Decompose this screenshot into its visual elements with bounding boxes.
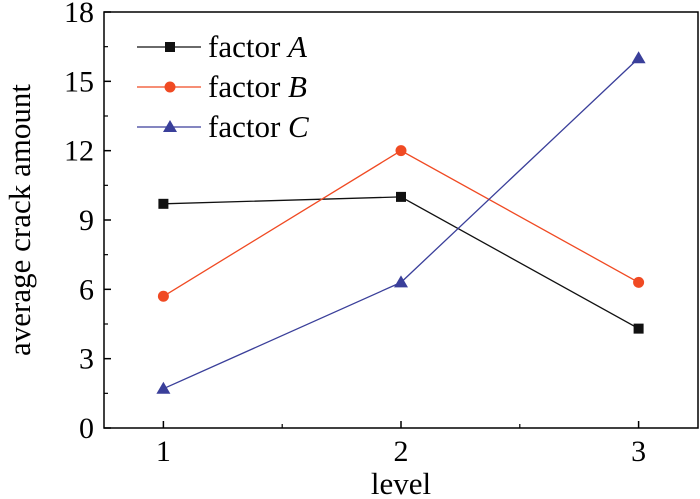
y-tick-label: 15 (64, 65, 94, 98)
y-tick-label: 12 (64, 135, 94, 168)
y-tick-label: 9 (79, 204, 94, 237)
series-line (163, 57, 640, 390)
triangle-marker (631, 51, 646, 64)
square-marker (165, 42, 175, 52)
legend-label-prefix: factor (208, 69, 288, 104)
x-tick-label: 2 (394, 435, 409, 468)
legend-label-variable: C (288, 109, 309, 144)
legend-entry: factor B (137, 69, 307, 104)
square-marker (158, 198, 169, 209)
y-tick-label: 6 (79, 273, 94, 306)
y-axis-label: average crack amount (2, 84, 37, 356)
legend-label-variable: B (288, 69, 307, 104)
circle-marker (633, 276, 645, 288)
series-C (156, 51, 646, 394)
plot-frame (103, 11, 699, 429)
square-marker (396, 191, 406, 202)
legend-label-variable: A (286, 29, 308, 64)
x-axis-label: level (371, 466, 431, 499)
legend-label: factor C (208, 109, 309, 144)
legend-label-prefix: factor (208, 109, 288, 144)
triangle-marker (156, 381, 171, 394)
series-A (158, 191, 644, 334)
y-tick-label: 3 (79, 343, 94, 376)
triangle-marker (163, 120, 177, 132)
circle-marker (157, 290, 169, 302)
series-B (157, 145, 645, 302)
series-line (163, 196, 639, 330)
x-tick-label: 1 (156, 435, 171, 468)
series-line (163, 149, 639, 297)
y-tick-label: 18 (64, 0, 94, 29)
y-tick-label: 0 (79, 412, 94, 445)
triangle-marker (394, 275, 408, 288)
legend-entry: factor C (137, 109, 309, 144)
x-tick-label: 3 (631, 435, 646, 468)
circle-marker (395, 145, 407, 157)
legend-label: factor A (208, 29, 308, 64)
legend-label: factor B (208, 69, 307, 104)
legend-label-prefix: factor (208, 29, 288, 64)
circle-marker (164, 81, 176, 93)
legend-entry: factor A (137, 29, 308, 64)
square-marker (633, 323, 644, 334)
